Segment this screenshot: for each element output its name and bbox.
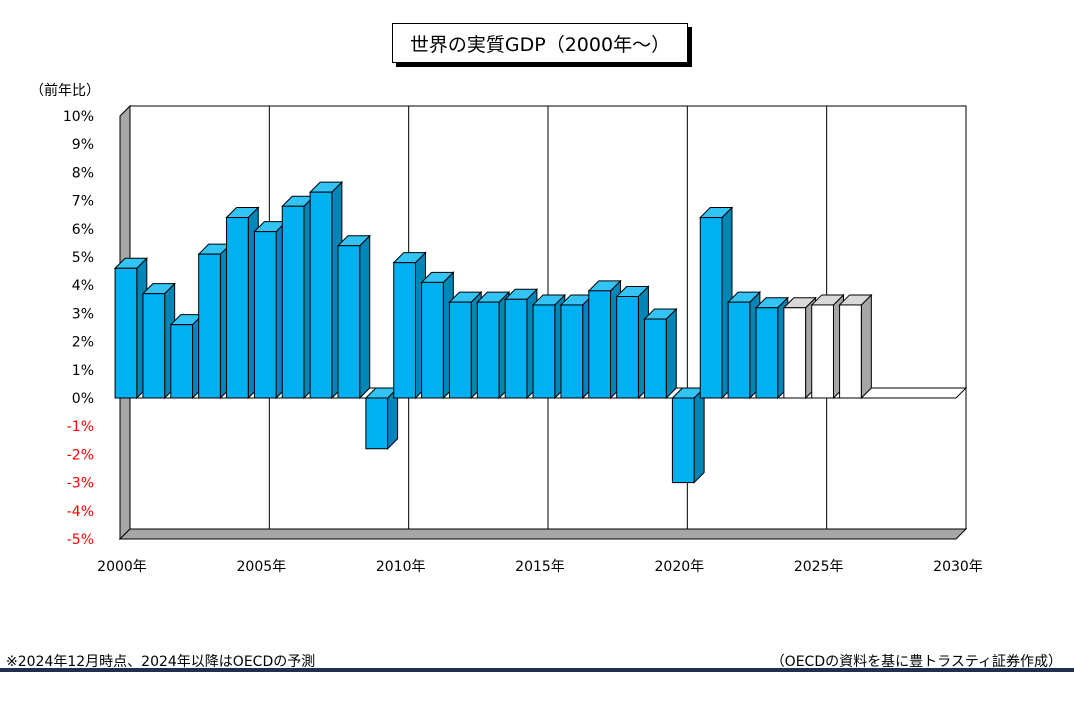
bar-front-face <box>226 217 249 399</box>
bar-front-face <box>421 281 444 399</box>
y-tick-label: 1% <box>72 363 94 379</box>
y-tick-label: 3% <box>72 306 94 322</box>
bar-front-face <box>560 304 584 399</box>
gdp-bar <box>699 206 734 400</box>
plot-floor <box>118 528 968 540</box>
y-tick-label: -1% <box>67 419 94 435</box>
y-tick-label: 5% <box>72 250 94 266</box>
x-tick-label: 2020年 <box>655 559 705 575</box>
gdp-bar-chart: 10% 9% 8% 7% 6% 5% 4% 3% 2% 1% 0% -1% -2% -3% -4% -5% 2… <box>63 104 983 575</box>
gdp-bar <box>169 313 204 400</box>
bar-front-face <box>476 301 500 399</box>
gdp-bar <box>281 195 316 400</box>
gdp-bar <box>559 293 594 400</box>
gdp-bar <box>253 220 288 400</box>
y-tick-label: 6% <box>72 222 94 238</box>
gdp-bar <box>336 234 371 400</box>
x-tick-label: 2025年 <box>794 559 844 575</box>
gdp-bar <box>503 288 539 400</box>
forecast-bar <box>838 293 873 400</box>
chart-title: 世界の実質GDP（2000年～） <box>392 23 688 63</box>
gdp-bar <box>587 279 622 400</box>
bar-side-face <box>693 386 705 484</box>
bar-side-face <box>359 234 371 400</box>
footnote: ※2024年12月時点、2024年以降はOECDの予測 <box>6 654 316 670</box>
y-tick-label: 8% <box>72 165 94 181</box>
bar-front-face <box>504 298 528 399</box>
gdp-bar <box>197 242 232 400</box>
y-tick-label: 0% <box>72 391 94 407</box>
bar-front-face <box>588 290 612 399</box>
y-tick-label: -4% <box>67 504 94 520</box>
x-tick-label: 2010年 <box>376 559 426 575</box>
y-tick-label: 2% <box>72 335 94 351</box>
gdp-bar <box>531 293 567 400</box>
y-tick-label: -2% <box>67 447 94 463</box>
y-tick-label: 4% <box>72 278 94 294</box>
bar-front-face <box>839 304 862 399</box>
y-tick-label: 10% <box>63 109 94 125</box>
bar-front-face <box>616 295 639 399</box>
gdp-bar <box>113 257 149 400</box>
bar-front-face <box>644 318 667 399</box>
forecast-bar <box>782 296 817 400</box>
bar-front-face <box>448 301 472 399</box>
y-tick-label: 7% <box>72 194 94 210</box>
bar-front-face <box>755 307 779 399</box>
gdp-bar <box>225 206 260 400</box>
bar-side-face <box>665 307 677 400</box>
gdp-bar <box>615 285 650 400</box>
y-axis-unit-label: （前年比） <box>30 83 100 99</box>
bar-front-face <box>253 231 277 399</box>
gdp-bar <box>308 180 344 400</box>
x-tick-label: 2000年 <box>97 559 147 575</box>
bar-front-face <box>699 217 723 399</box>
gdp-bar <box>671 386 706 484</box>
bar-front-face <box>170 324 194 399</box>
x-tick-label: 2015年 <box>515 559 565 575</box>
y-tick-label: -3% <box>67 476 94 492</box>
gdp-bar <box>364 386 399 450</box>
y-tick-label: 9% <box>72 137 94 153</box>
forecast-bar <box>810 293 845 400</box>
gdp-bar <box>141 282 176 400</box>
bar-front-face <box>281 205 305 399</box>
bar-front-face <box>811 304 834 399</box>
bar-front-face <box>114 267 138 399</box>
bar-front-face <box>393 262 416 399</box>
bar-front-face <box>337 245 361 399</box>
x-tick-label: 2005年 <box>237 559 287 575</box>
gdp-bar <box>448 290 483 400</box>
gdp-bar <box>643 307 678 400</box>
bar-front-face <box>671 397 695 484</box>
gdp-bar <box>392 251 427 400</box>
bar-front-face <box>365 397 389 450</box>
bar-front-face <box>532 304 556 399</box>
bar-front-face <box>309 191 333 399</box>
x-tick-label: 2030年 <box>933 559 983 575</box>
source-note: （OECDの資料を基に豊トラスティ証券作成） <box>770 654 1062 670</box>
bar-front-face <box>783 307 807 399</box>
bar-side-face <box>860 293 872 400</box>
bottom-divider <box>0 668 1074 672</box>
gdp-bar <box>754 296 789 400</box>
bar-front-face <box>198 253 221 399</box>
gdp-bar <box>476 290 511 400</box>
bar-front-face <box>727 301 751 399</box>
gdp-bar <box>420 271 455 400</box>
bar-front-face <box>142 293 166 399</box>
y-tick-label: -5% <box>67 532 94 548</box>
